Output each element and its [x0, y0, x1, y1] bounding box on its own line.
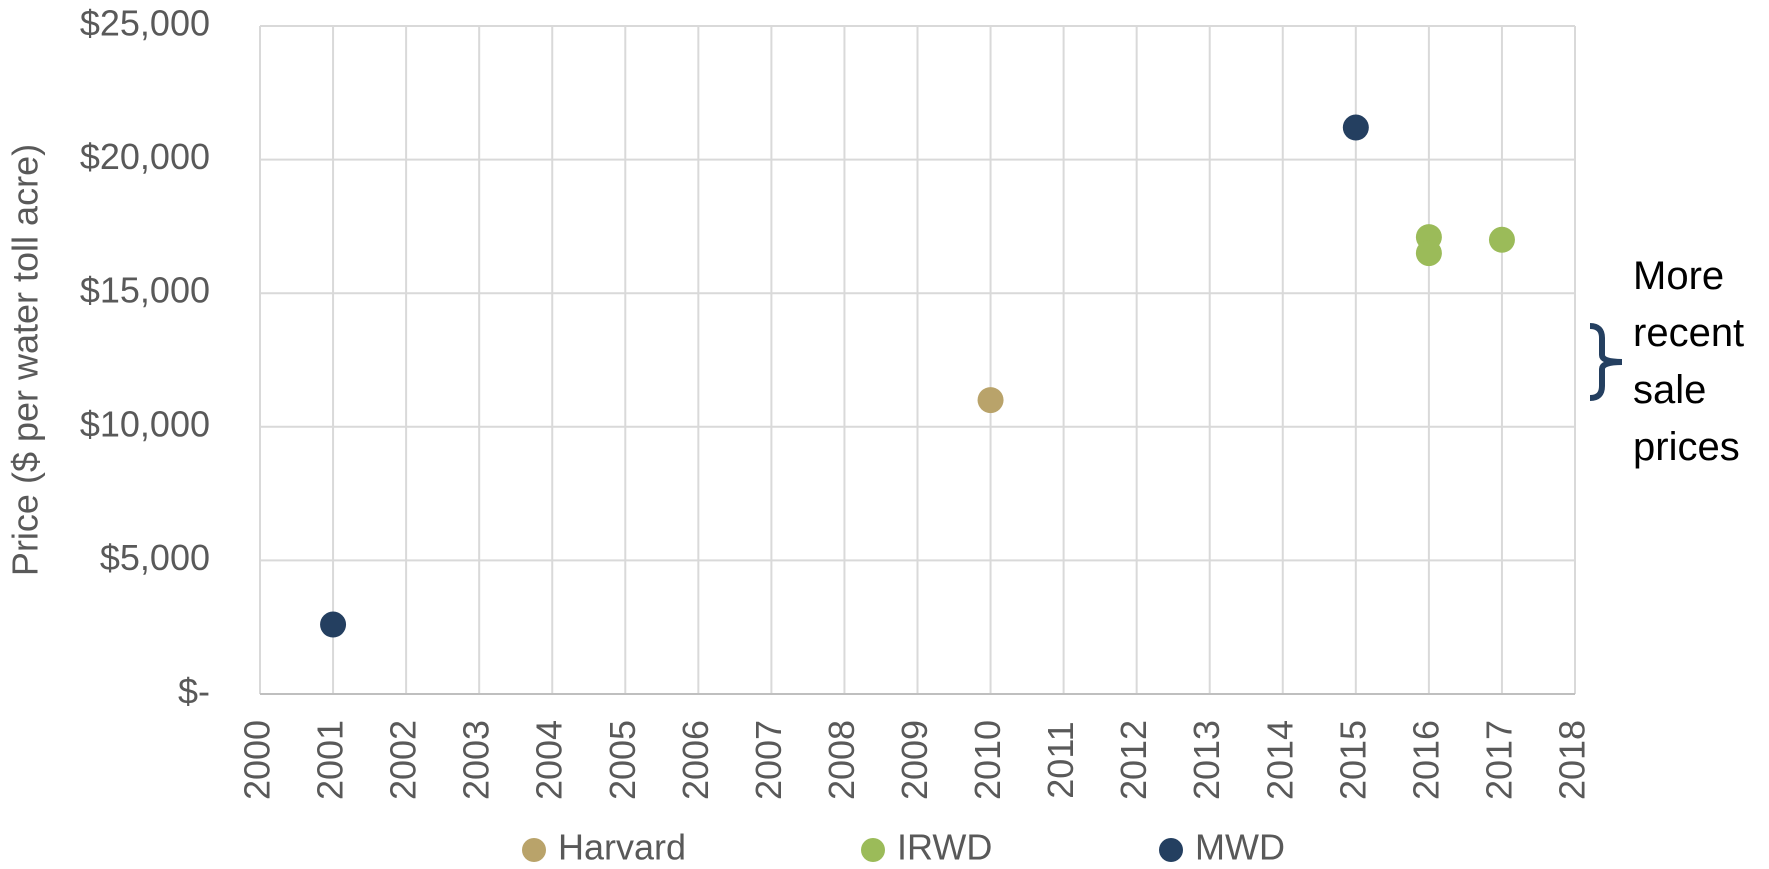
x-tick-label: 2003 [456, 720, 497, 800]
x-tick-label: 2014 [1259, 720, 1300, 800]
x-tick-label: 2018 [1552, 720, 1593, 800]
x-tick-label: 2017 [1478, 720, 1519, 800]
x-tick-label: 2011 [1040, 721, 1081, 798]
y-tick-label: $25,000 [80, 3, 210, 44]
x-tick-label: 2004 [529, 720, 570, 800]
x-tick-label: 2002 [383, 720, 424, 800]
point [1488, 226, 1515, 253]
x-tick-label: 2016 [1405, 720, 1446, 800]
point [1415, 240, 1442, 267]
legend-label: Harvard [558, 827, 686, 864]
x-tick-label: 2001 [310, 720, 351, 800]
point [320, 611, 347, 638]
x-tick-label: 2007 [748, 720, 789, 800]
y-tick-label: $15,000 [80, 270, 210, 311]
brace [1589, 323, 1623, 401]
x-tick-label: 2010 [967, 720, 1008, 800]
x-tick-label: 2006 [675, 720, 716, 800]
annotation: More recent sale prices [1633, 254, 1745, 469]
x-tick-label: 2009 [894, 720, 935, 800]
y-tick-label: $10,000 [80, 403, 210, 444]
x-tick-label: 2013 [1186, 720, 1227, 800]
y-axis-title: Price ($ per water toll acre) [5, 144, 46, 576]
legend-label: MWD [1195, 827, 1285, 864]
legend-marker [861, 838, 885, 862]
x-tick-label: 2015 [1332, 720, 1373, 800]
x-tick-label: 2005 [602, 720, 643, 800]
point [1342, 114, 1369, 141]
x-tick-label: 2008 [821, 720, 862, 800]
y-tick-label: $- [178, 671, 210, 712]
legend-label: IRWD [897, 827, 992, 864]
point [977, 387, 1004, 414]
y-tick-label: $5,000 [100, 537, 210, 578]
x-tick-label: 2012 [1113, 720, 1154, 800]
legend-marker [1159, 838, 1183, 862]
legend-marker [522, 838, 546, 862]
x-tick-label: 2000 [237, 720, 278, 800]
y-tick-label: $20,000 [80, 136, 210, 177]
